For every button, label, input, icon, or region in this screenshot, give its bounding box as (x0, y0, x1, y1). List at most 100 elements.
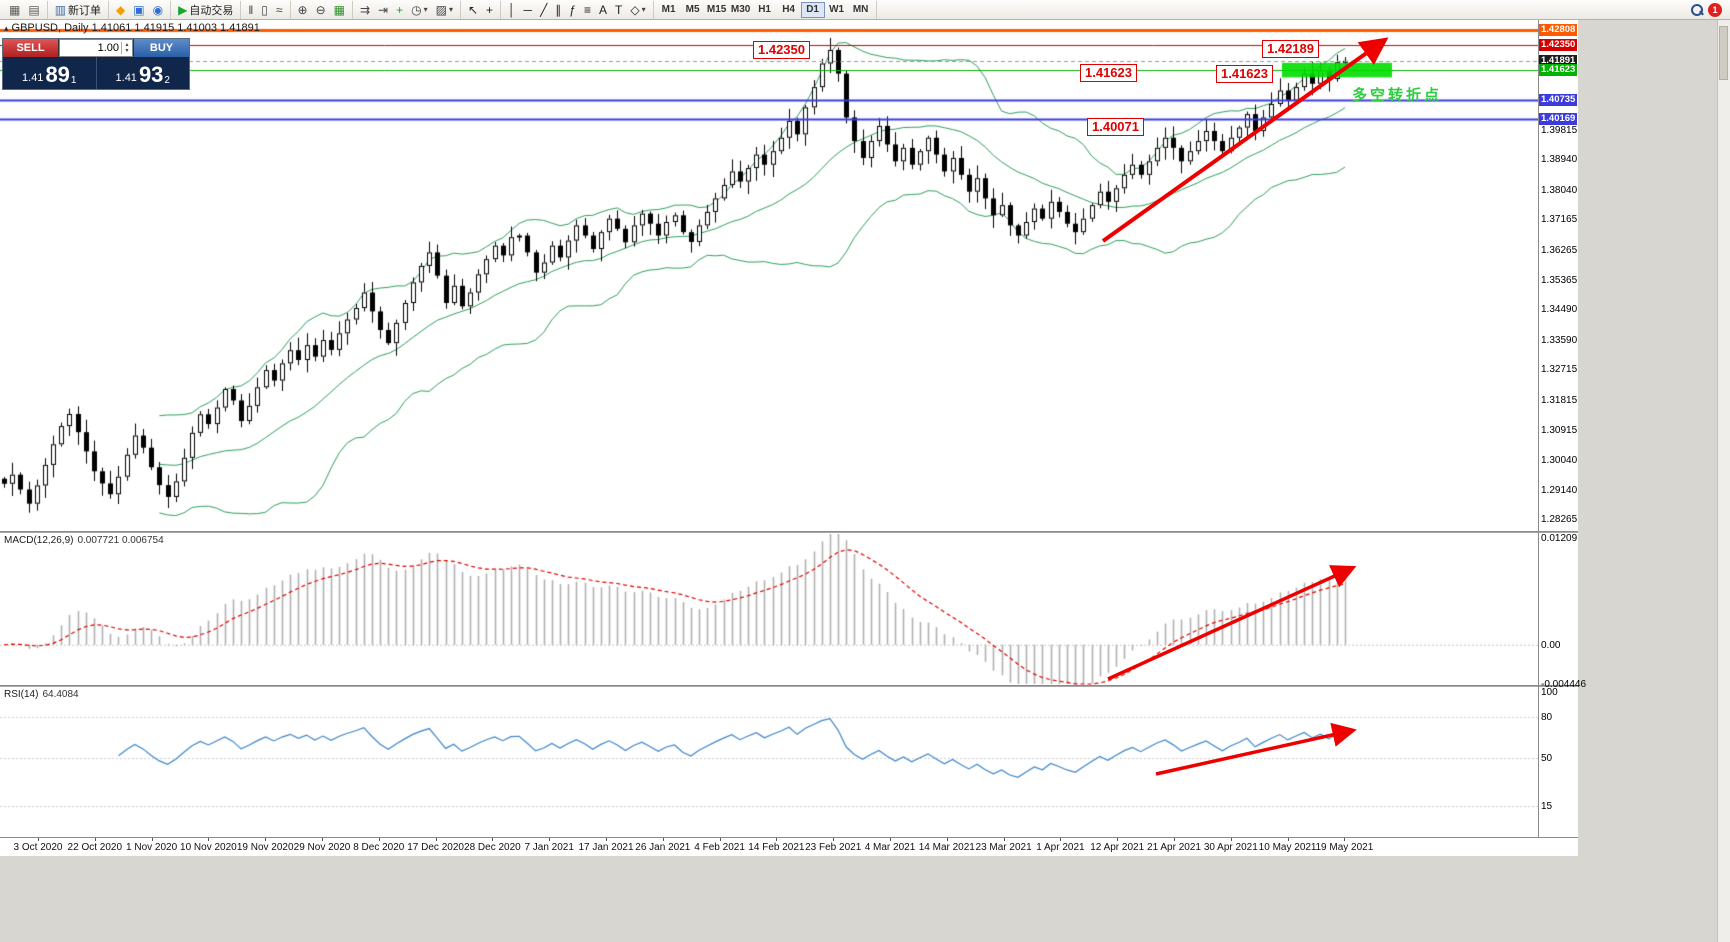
mql5-icon[interactable]: ◆ (112, 1, 129, 18)
fibonacci-icon: ƒ (569, 2, 576, 17)
vline-icon: │ (508, 2, 516, 17)
search-icon[interactable] (1690, 3, 1704, 17)
autoscroll-icon: ⇉ (359, 2, 371, 17)
price-tag[interactable]: 1.40735 (1539, 93, 1577, 106)
date-tick (94, 838, 96, 841)
date-tick-label: 1 Nov 2020 (126, 842, 178, 853)
market-icon: ▣ (133, 2, 145, 17)
price-callout-label[interactable]: 1.41623 (1216, 65, 1273, 83)
timeframe-m5[interactable]: M5 (681, 2, 705, 18)
candles-view-button[interactable]: ▯ (257, 1, 272, 18)
timeframe-mn[interactable]: MN (849, 2, 873, 18)
channel-button[interactable]: ∥ (551, 1, 565, 18)
community-icon[interactable]: ◉ (149, 1, 167, 18)
price-tag[interactable]: 1.42350 (1539, 39, 1577, 52)
autoscroll-button[interactable]: ⇉ (356, 1, 374, 18)
templates-icon: ▨ (435, 2, 447, 17)
zoom-out-button[interactable]: ⊖ (312, 1, 330, 18)
new-order-button[interactable]: ▥ 新订单 (51, 1, 105, 18)
volume-value[interactable]: 1.00 (97, 42, 119, 54)
panel-splitter[interactable] (0, 531, 1578, 533)
chart-shift-button[interactable]: ⇥ (374, 1, 392, 18)
price-axis-label: 1.30040 (1541, 454, 1578, 466)
zoom-out-icon: ⊖ (315, 2, 326, 17)
date-tick (776, 838, 778, 841)
indicators-button[interactable]: + (392, 1, 407, 18)
date-tick-label: 10 Nov 2020 (180, 842, 237, 853)
turning-point-note[interactable]: 多空转折点 (1352, 87, 1443, 104)
price-tag[interactable]: 1.40169 (1539, 112, 1577, 125)
price-tag[interactable]: 1.41891 (1539, 54, 1577, 67)
date-tick (1003, 838, 1005, 841)
timeframe-d1[interactable]: D1 (800, 1, 825, 18)
sell-price[interactable]: 1.41 89 1 (22, 62, 77, 87)
text-button[interactable]: A (595, 1, 611, 18)
cursor-button[interactable]: ↖ (464, 1, 482, 18)
shapes-button[interactable]: ◇ ▾ (626, 1, 649, 18)
lines-tools-button[interactable]: ≡ (580, 1, 595, 18)
date-axis[interactable]: 3 Oct 2020 22 Oct 2020 1 Nov 2020 10 Nov 20… (0, 838, 1578, 856)
date-tick (890, 838, 891, 841)
line-view-button[interactable]: ≈ (272, 1, 287, 18)
fibonacci-button[interactable]: ƒ (565, 1, 580, 18)
vertical-scrollbar-thumb[interactable] (1719, 26, 1728, 80)
autotrading-button-label: 自动交易 (189, 4, 234, 17)
community-icon: ◉ (152, 2, 164, 17)
tile-windows-icon: ▦ (333, 2, 345, 17)
autotrading-button[interactable]: ▶ 自动交易 (174, 1, 237, 18)
bottom-area (0, 856, 1578, 942)
profiles-button[interactable]: ▤ (24, 1, 43, 18)
tile-windows-button[interactable]: ▦ (330, 1, 349, 18)
volume-field[interactable]: 1.00 ▴ ▾ (59, 39, 133, 57)
rsi-panel-canvas[interactable] (0, 687, 1538, 837)
market-icon[interactable]: ▣ (129, 1, 148, 18)
timeframe-w1[interactable]: W1 (825, 2, 849, 18)
date-axis-border (0, 837, 1578, 838)
panel-splitter[interactable] (0, 685, 1578, 687)
price-axis-label: 1.30915 (1541, 424, 1578, 436)
price-callout-label[interactable]: 1.41623 (1080, 64, 1137, 82)
date-tick (946, 838, 948, 841)
timeframe-h1[interactable]: H1 (753, 2, 777, 18)
trendline-button[interactable]: ╱ (536, 1, 551, 18)
date-tick-label: 30 Apr 2021 (1203, 842, 1258, 853)
bars-view-button[interactable]: ‖ (244, 1, 257, 18)
price-callout-label[interactable]: 1.42350 (753, 41, 810, 59)
macd-axis-label: 0.00 (1541, 639, 1561, 651)
toolbar-group: ‖ ▯ ≈ (241, 0, 291, 19)
buy-price[interactable]: 1.41 93 2 (115, 62, 170, 87)
hline-button[interactable]: ─ (520, 1, 537, 18)
volume-up-button[interactable]: ▴ (125, 42, 129, 48)
macd-panel-canvas[interactable] (0, 533, 1538, 685)
new-chart-button[interactable]: ▦ (5, 1, 24, 18)
zoom-in-button[interactable]: ⊕ (294, 1, 312, 18)
price-tag[interactable]: 1.42808 (1539, 23, 1577, 36)
timeframe-h4[interactable]: H4 (777, 2, 801, 18)
vline-button[interactable]: │ (504, 1, 520, 18)
collapse-icon[interactable]: ▴ (4, 23, 9, 33)
vertical-scrollbar[interactable] (1717, 20, 1730, 942)
label-button[interactable]: T (611, 1, 626, 18)
price-axis-label: 1.33590 (1541, 334, 1578, 346)
timeframe-m15[interactable]: M15 (705, 2, 729, 18)
price-tag[interactable]: 1.41623 (1539, 63, 1577, 76)
price-callout-label[interactable]: 1.42189 (1262, 40, 1319, 58)
sell-button[interactable]: SELL (3, 39, 59, 57)
buy-button[interactable]: BUY (133, 39, 189, 57)
chevron-down-icon: ▾ (423, 5, 428, 14)
price-callout-label[interactable]: 1.40071 (1087, 118, 1144, 136)
rsi-label: RSI(14) 64.4084 (4, 689, 79, 700)
crosshair-button[interactable]: + (482, 1, 497, 18)
date-tick (208, 838, 210, 841)
periods-button[interactable]: ◷ ▾ (407, 1, 432, 18)
date-tick-label: 17 Jan 2021 (578, 842, 634, 853)
timeframe-m30[interactable]: M30 (729, 2, 753, 18)
volume-down-button[interactable]: ▾ (125, 48, 129, 54)
top-toolbar: ▦ ▤ ▥ 新订单 ◆ ▣ ◉ ▶ 自动交易 ‖ ▯ ≈ ⊕ ⊖ ▦ ⇉ ⇥ + ◷ ▾ ▨ ▾ ↖ + │ ─ ╱ ∥ ƒ ≡ A T ◇ ▾ M… (0, 0, 1730, 20)
autotrading-icon: ▶ (178, 2, 188, 17)
timeframe-m1[interactable]: M1 (657, 2, 681, 18)
main-chart-canvas[interactable] (0, 20, 1538, 531)
templates-button[interactable]: ▨ ▾ (432, 1, 457, 18)
notification-badge[interactable]: 1 (1708, 2, 1722, 17)
price-axis-label: 1.28265 (1541, 514, 1578, 526)
